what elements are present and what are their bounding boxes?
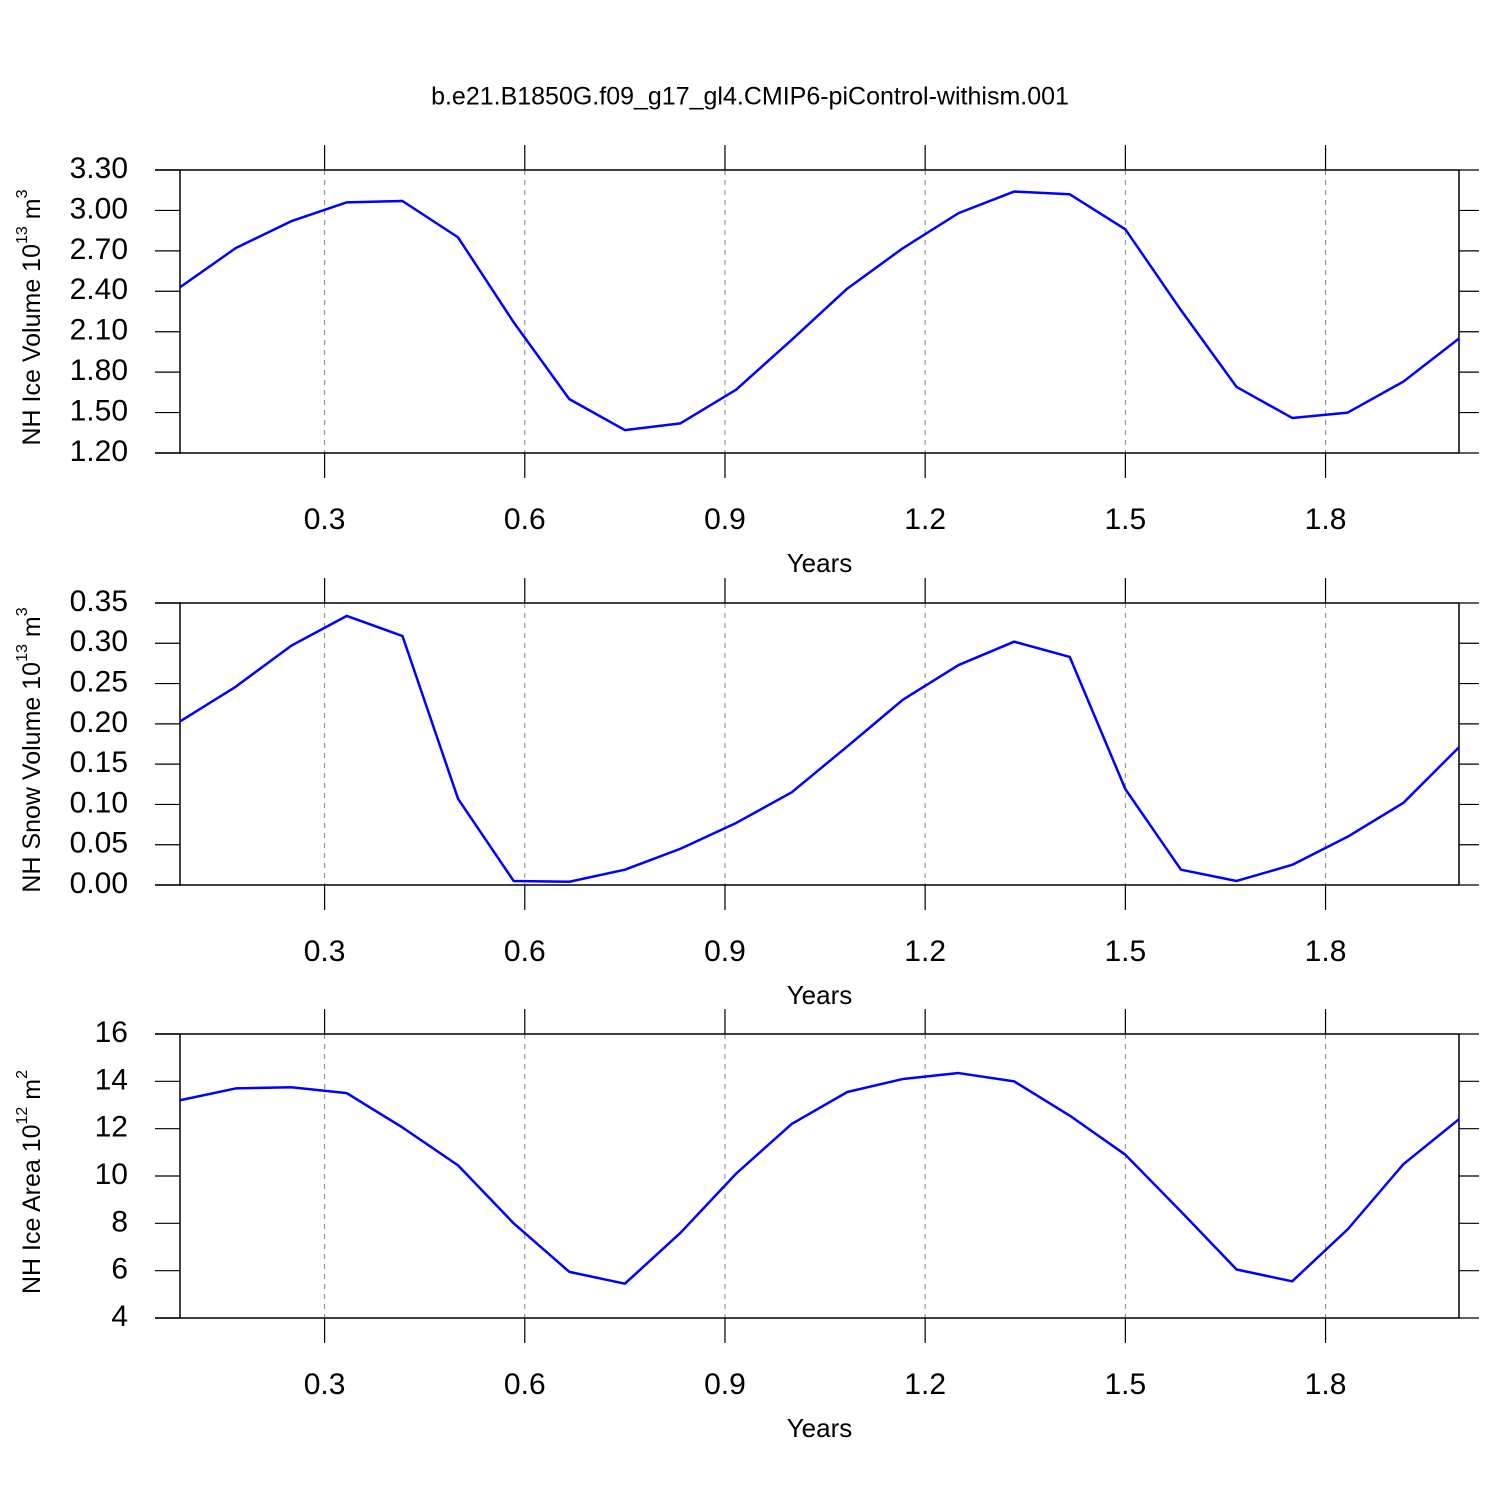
y-tick-label: 6 [111, 1253, 128, 1286]
y-axis-label-unit-exponent: 3 [14, 189, 31, 198]
y-tick-label: 0.35 [70, 585, 128, 618]
y-axis-label-unit: m [18, 198, 46, 219]
y-tick-label: 8 [111, 1205, 128, 1238]
y-tick-label: 2.40 [70, 273, 128, 306]
data-line [179, 614, 1460, 884]
x-tick-label: 1.2 [904, 935, 946, 968]
y-tick-label: 0.00 [70, 867, 128, 900]
x-tick-label: 0.9 [704, 935, 746, 968]
y-axis-label-text: NH Ice Area 10 [18, 1125, 46, 1295]
y-tick-label: 1.20 [70, 435, 128, 468]
y-axis-label-text: NH Ice Volume 10 [18, 244, 46, 446]
y-tick-label: 2.10 [70, 314, 128, 347]
x-tick-label: 0.9 [704, 503, 746, 536]
y-axis-label: NH Snow Volume 1013 m3 [14, 607, 45, 892]
y-axis-label-exponent: 13 [14, 644, 31, 662]
x-tick-label: 0.3 [304, 935, 346, 968]
x-tick-label: 1.5 [1104, 1368, 1146, 1401]
y-tick-label: 3.30 [70, 152, 128, 185]
y-tick-label: 4 [111, 1300, 128, 1333]
y-tick-label: 16 [95, 1016, 128, 1049]
x-tick-label: 0.6 [504, 503, 546, 536]
y-tick-label: 0.05 [70, 827, 128, 860]
y-axis-label-unit-exponent: 3 [14, 607, 31, 616]
y-tick-label: 0.30 [70, 625, 128, 658]
plot-frame [179, 1033, 1460, 1319]
x-tick-label: 0.6 [504, 935, 546, 968]
y-tick-label: 0.10 [70, 786, 128, 819]
x-tick-label: 0.9 [704, 1368, 746, 1401]
x-tick-label: 1.8 [1305, 1368, 1347, 1401]
y-tick-label: 0.25 [70, 665, 128, 698]
x-tick-label: 0.3 [304, 503, 346, 536]
x-tick-label: 0.3 [304, 1368, 346, 1401]
y-axis-label-exponent: 12 [14, 1107, 31, 1125]
x-tick-label: 1.8 [1305, 935, 1347, 968]
y-tick-label: 14 [95, 1063, 128, 1096]
data-line [179, 1071, 1460, 1285]
y-tick-label: 0.15 [70, 746, 128, 779]
y-tick-label: 1.80 [70, 354, 128, 387]
x-tick-label: 0.6 [504, 1368, 546, 1401]
x-axis-label: Years [787, 1413, 853, 1443]
plot-frame [179, 169, 1460, 454]
y-axis-label-unit: m [18, 1079, 46, 1100]
x-tick-label: 1.8 [1305, 503, 1347, 536]
y-tick-label: 3.00 [70, 192, 128, 225]
y-tick-label: 10 [95, 1158, 128, 1191]
y-axis-label: NH Ice Volume 1013 m3 [14, 189, 45, 445]
y-tick-label: 2.70 [70, 233, 128, 266]
x-tick-label: 1.2 [904, 1368, 946, 1401]
x-tick-label: 1.5 [1104, 503, 1146, 536]
y-axis-label-unit-exponent: 2 [14, 1070, 31, 1079]
y-axis-label: NH Ice Area 1012 m2 [14, 1070, 45, 1294]
plot-frame [179, 602, 1460, 886]
x-axis-label: Years [787, 548, 853, 578]
y-axis-label-unit: m [18, 616, 46, 637]
x-axis-label: Years [787, 980, 853, 1010]
x-tick-label: 1.5 [1104, 935, 1146, 968]
y-axis-label-text: NH Snow Volume 10 [18, 662, 46, 893]
figure-title: b.e21.B1850G.f09_g17_gl4.CMIP6-piControl… [431, 83, 1069, 111]
y-tick-label: 1.50 [70, 394, 128, 427]
x-tick-label: 1.2 [904, 503, 946, 536]
y-tick-label: 0.20 [70, 706, 128, 739]
y-axis-label-exponent: 13 [14, 226, 31, 244]
y-tick-label: 12 [95, 1111, 128, 1144]
data-line [179, 190, 1460, 432]
